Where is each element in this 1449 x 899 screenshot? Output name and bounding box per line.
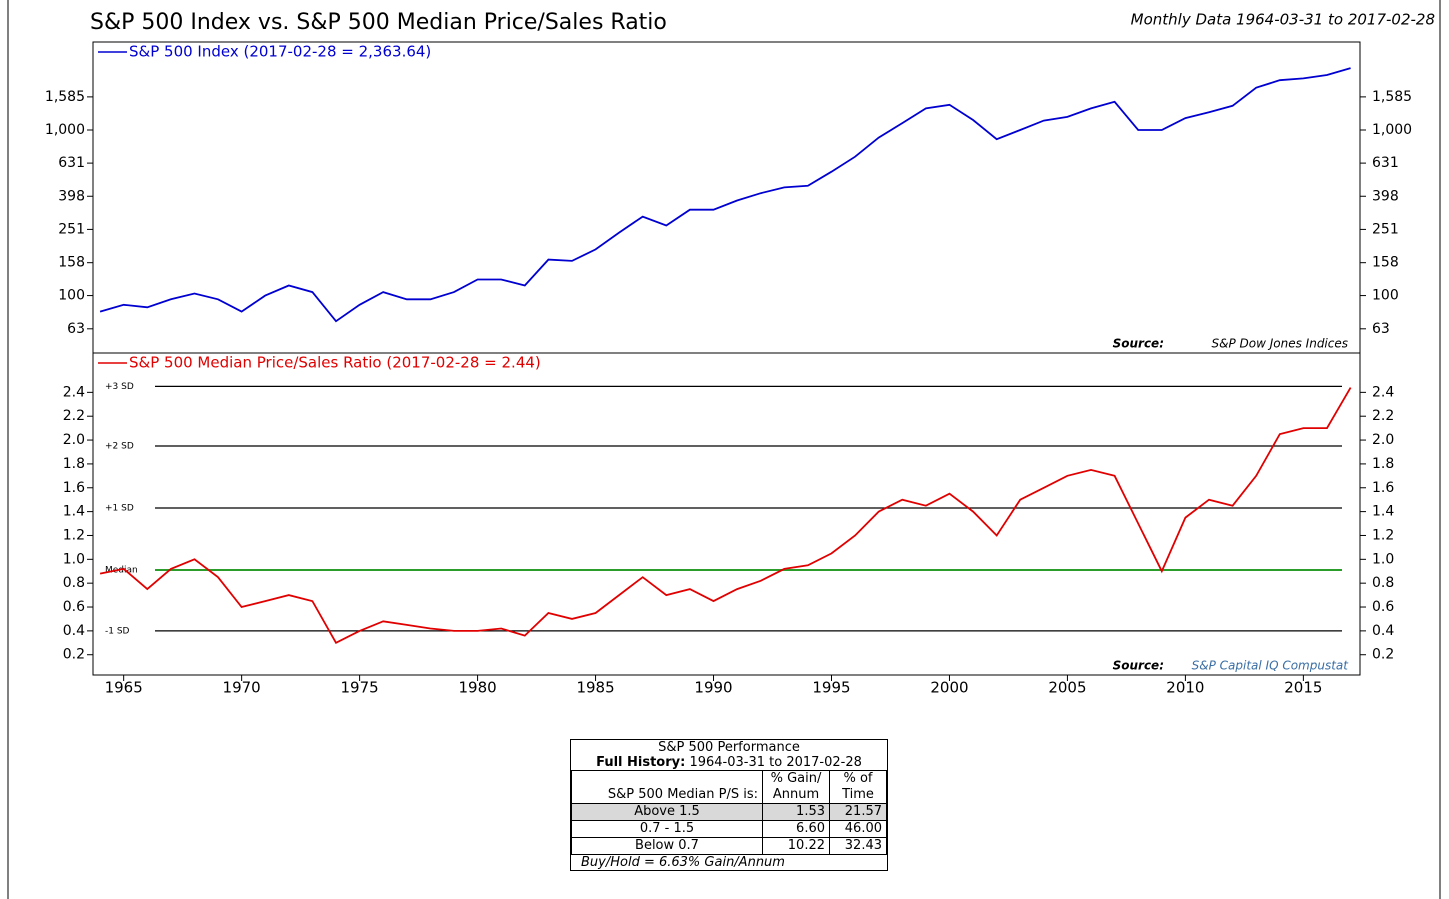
y-tick-label: 0.8 [1372,575,1394,591]
y-tick-label: 2.4 [63,384,85,400]
table-cell: 6.60 [762,820,830,838]
x-tick-label: 2000 [930,679,968,697]
source-label: Source: [1113,659,1164,673]
y-tick-label: 251 [58,221,85,237]
table-cell: 46.00 [829,820,887,838]
y-tick-label: 251 [1372,221,1399,237]
legend-label: S&P 500 Index (2017-02-28 = 2,363.64) [129,43,431,61]
y-tick-label: 1.8 [1372,456,1394,472]
source-label: Source: [1113,337,1164,351]
y-tick-label: 0.2 [1372,647,1394,663]
table-cell: 10.22 [762,837,830,855]
table-footer: Buy/Hold = 6.63% Gain/Annum [581,855,785,870]
x-tick-label: 1970 [223,679,261,697]
x-tick-label: 1985 [576,679,614,697]
y-tick-label: 1,000 [1372,122,1412,138]
x-tick-label: 1980 [458,679,496,697]
y-tick-label: 0.6 [63,599,85,615]
y-tick-label: 398 [58,188,85,204]
header-cell: % Gain/ Annum [762,770,830,804]
y-tick-label: 63 [67,321,85,337]
y-tick-label: 1.2 [1372,527,1394,543]
series-line [99,67,1351,323]
table-row: Above 1.5 1.53 21.57 [571,803,887,821]
table-cell: Above 1.5 [571,803,763,821]
reference-label: -1 SD [105,626,130,636]
header-cell: S&P 500 Median P/S is: [571,770,763,804]
y-tick-label: 0.4 [1372,623,1394,639]
plot-frame [92,352,1361,676]
y-tick-label: 2.0 [63,432,85,448]
y-tick-label: 158 [1372,255,1399,271]
y-tick-label: 1.0 [1372,551,1394,567]
y-tick-label: 1.4 [63,504,85,520]
table-row: Below 0.7 10.22 32.43 [571,837,887,855]
table-cell: 21.57 [829,803,887,821]
table-row: 0.7 - 1.5 6.60 46.00 [571,820,887,838]
table-history: Full History: 1964-03-31 to 2017-02-28 [571,755,887,770]
reference-label: +2 SD [105,442,134,452]
y-tick-label: 1.2 [63,527,85,543]
x-tick-label: 1990 [694,679,732,697]
y-tick-label: 631 [58,155,85,171]
y-tick-label: 100 [58,288,85,304]
x-tick-label: 2015 [1284,679,1322,697]
history-label: Full History: [596,755,686,770]
y-tick-label: 0.8 [63,575,85,591]
y-tick-label: 2.4 [1372,384,1394,400]
x-tick-label: 2005 [1048,679,1086,697]
table-title: S&P 500 Performance [658,740,800,755]
y-tick-label: 0.6 [1372,599,1394,615]
y-tick-label: 1,585 [1372,89,1412,105]
source: S&P Capital IQ Compustat [1192,659,1350,673]
y-tick-label: 398 [1372,188,1399,204]
x-tick-label: 1965 [105,679,143,697]
y-tick-label: 0.4 [63,623,85,639]
reference-label: +3 SD [105,382,134,392]
y-tick-label: 63 [1372,321,1390,337]
y-tick-label: 1,000 [45,122,85,138]
y-tick-label: 1.6 [63,480,85,496]
table-cell: 0.7 - 1.5 [571,820,763,838]
y-tick-label: 631 [1372,155,1399,171]
table-cell: 32.43 [829,837,887,855]
history: 1964-03-31 to 2017-02-28 [689,755,862,770]
table-cell: Below 0.7 [571,837,763,855]
plot-frame [92,41,1361,354]
y-tick-label: 2.2 [1372,408,1394,424]
y-tick-label: 158 [58,255,85,271]
y-tick-label: 100 [1372,288,1399,304]
series-line [99,387,1352,644]
y-tick-label: 1,585 [45,89,85,105]
header-cell: % of Time [829,770,887,804]
y-tick-label: 2.2 [63,408,85,424]
y-tick-label: 1.0 [63,551,85,567]
table: S&P 500 Median P/S is: % Gain/ Annum % o… [571,770,887,855]
subtitle: Monthly Data 1964-03-31 to 2017-02-28 [1131,11,1435,29]
reference-label: +1 SD [105,504,134,514]
y-tick-label: 2.0 [1372,432,1394,448]
y-tick-label: 0.2 [63,647,85,663]
chart-title: S&P 500 Index vs. S&P 500 Median Price/S… [90,10,667,35]
source: S&P Dow Jones Indices [1212,337,1349,351]
x-tick-label: 1995 [812,679,850,697]
performance-table: S&P 500 Performance Full History: 1964-0… [570,739,888,871]
legend-label: S&P 500 Median Price/Sales Ratio (2017-0… [129,354,541,372]
y-tick-label: 1.8 [63,456,85,472]
table-cell: 1.53 [762,803,830,821]
y-tick-label: 1.6 [1372,480,1394,496]
reference-label: Median [105,566,138,576]
x-tick-label: 1975 [341,679,379,697]
x-tick-label: 2010 [1166,679,1204,697]
y-tick-label: 1.4 [1372,504,1394,520]
